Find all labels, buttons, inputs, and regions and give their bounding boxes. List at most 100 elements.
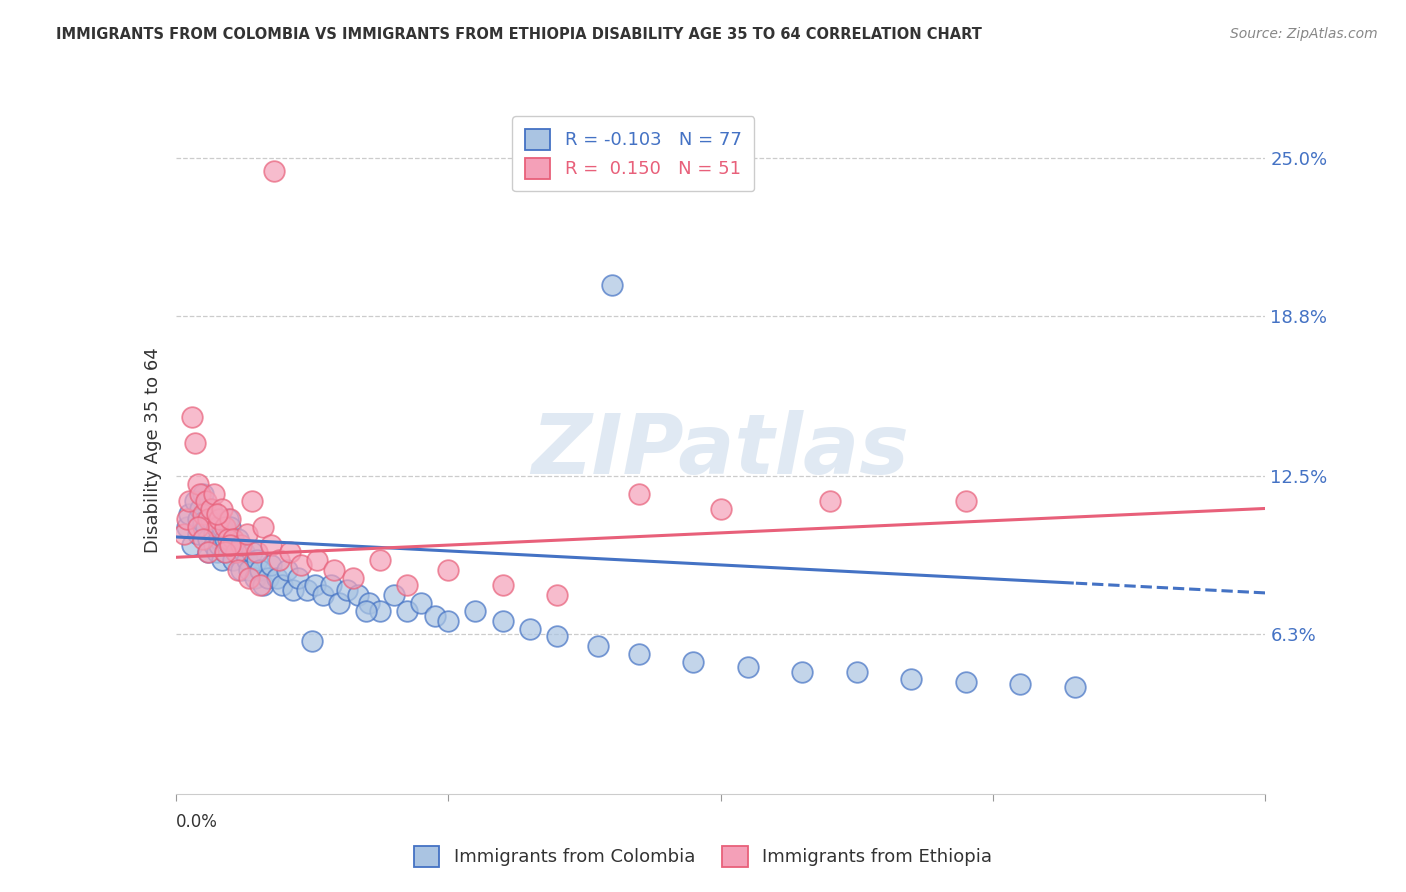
Point — [266, 571, 288, 585]
Point — [304, 578, 326, 592]
Point — [208, 533, 231, 547]
Point — [246, 553, 269, 567]
Point — [312, 589, 335, 603]
Text: 0.0%: 0.0% — [176, 814, 218, 831]
Point — [328, 596, 350, 610]
Point — [260, 538, 283, 552]
Text: Source: ZipAtlas.com: Source: ZipAtlas.com — [1230, 27, 1378, 41]
Point — [205, 507, 228, 521]
Point — [437, 563, 460, 577]
Point — [1010, 677, 1032, 691]
Point — [464, 604, 486, 618]
Point — [845, 665, 868, 679]
Point — [586, 640, 609, 654]
Point — [186, 476, 209, 491]
Point — [186, 520, 209, 534]
Point — [188, 502, 211, 516]
Point — [202, 486, 225, 500]
Point — [342, 571, 364, 585]
Point — [173, 527, 195, 541]
Point — [263, 163, 285, 178]
Point — [186, 527, 209, 541]
Point — [197, 545, 219, 559]
Point — [176, 520, 198, 534]
Point — [211, 502, 233, 516]
Point — [627, 486, 650, 500]
Point — [627, 647, 650, 661]
Legend: R = -0.103   N = 77, R =  0.150   N = 51: R = -0.103 N = 77, R = 0.150 N = 51 — [512, 116, 755, 191]
Point — [519, 622, 541, 636]
Point — [235, 527, 257, 541]
Point — [437, 614, 460, 628]
Point — [208, 512, 231, 526]
Point — [295, 583, 318, 598]
Point — [252, 578, 274, 592]
Point — [197, 533, 219, 547]
Point — [197, 545, 219, 559]
Point — [188, 486, 211, 500]
Point — [682, 655, 704, 669]
Point — [194, 494, 217, 508]
Point — [1063, 680, 1085, 694]
Point — [307, 553, 329, 567]
Point — [792, 665, 814, 679]
Point — [281, 583, 304, 598]
Point — [246, 545, 269, 559]
Point — [359, 596, 381, 610]
Point — [197, 512, 219, 526]
Point — [356, 604, 378, 618]
Point — [200, 502, 222, 516]
Point — [205, 545, 228, 559]
Point — [238, 571, 260, 585]
Point — [257, 571, 280, 585]
Point — [222, 553, 245, 567]
Point — [492, 578, 515, 592]
Point — [271, 578, 294, 592]
Point — [191, 486, 214, 500]
Point — [219, 520, 242, 534]
Point — [200, 512, 222, 526]
Point — [240, 494, 263, 508]
Point — [205, 520, 228, 534]
Point — [205, 520, 228, 534]
Point — [214, 545, 236, 559]
Point — [222, 533, 245, 547]
Point — [231, 538, 253, 552]
Point — [955, 675, 977, 690]
Point — [252, 520, 274, 534]
Point — [228, 563, 250, 577]
Point — [225, 545, 247, 559]
Point — [191, 515, 214, 529]
Point — [249, 578, 271, 592]
Point — [818, 494, 841, 508]
Point — [202, 527, 225, 541]
Point — [322, 563, 344, 577]
Point — [219, 538, 242, 552]
Point — [191, 507, 214, 521]
Point — [382, 589, 405, 603]
Point — [194, 520, 217, 534]
Point — [276, 563, 298, 577]
Point — [260, 558, 283, 572]
Text: ZIPatlas: ZIPatlas — [531, 410, 910, 491]
Point — [240, 545, 263, 559]
Point — [214, 545, 236, 559]
Point — [492, 614, 515, 628]
Point — [225, 545, 247, 559]
Point — [200, 502, 222, 516]
Legend: Immigrants from Colombia, Immigrants from Ethiopia: Immigrants from Colombia, Immigrants fro… — [406, 838, 1000, 874]
Point — [214, 520, 236, 534]
Point — [217, 533, 239, 547]
Point — [336, 583, 359, 598]
Point — [290, 558, 312, 572]
Point — [368, 553, 391, 567]
Point — [211, 553, 233, 567]
Point — [219, 512, 242, 526]
Point — [235, 553, 257, 567]
Point — [243, 571, 266, 585]
Point — [955, 494, 977, 508]
Point — [214, 533, 236, 547]
Point — [202, 538, 225, 552]
Point — [208, 538, 231, 552]
Point — [186, 512, 209, 526]
